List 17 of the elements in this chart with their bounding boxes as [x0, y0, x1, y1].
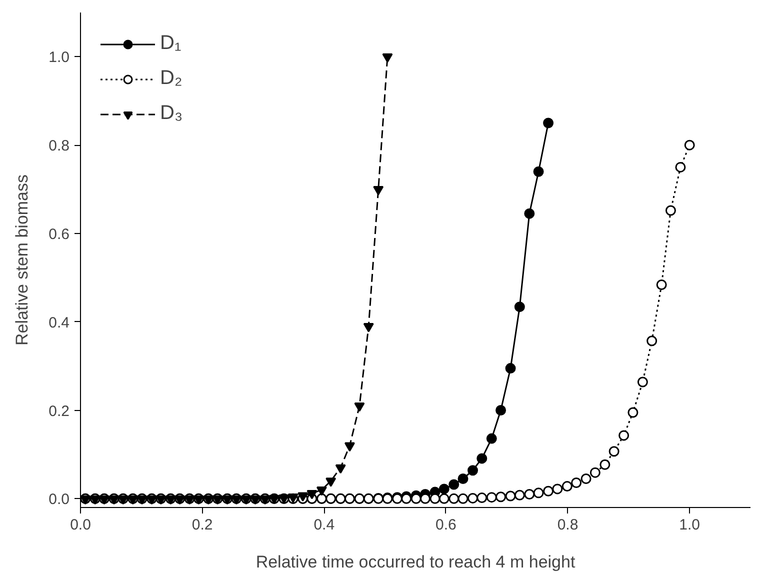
y-tick-label: 0.2: [48, 402, 70, 420]
legend-label: D₂: [160, 67, 182, 90]
legend-label: D₁: [160, 32, 182, 55]
y-tick-label: 1.0: [48, 49, 70, 66]
x-tick-label: 1.0: [679, 516, 700, 534]
y-tick-label: 0.0: [48, 491, 70, 508]
legend-label: D₃: [160, 102, 183, 125]
y-axis-title: Relative stem biomass: [12, 174, 32, 346]
x-tick-label: 0.6: [436, 516, 456, 534]
x-tick-label: 0.2: [192, 516, 213, 534]
y-tick-label: 0.6: [48, 226, 70, 243]
y-tick-label: 0.8: [48, 138, 70, 155]
x-tick-label: 0.8: [557, 516, 578, 534]
y-tick-label: 0.4: [48, 314, 70, 332]
x-tick-label: 0.0: [70, 516, 91, 534]
x-tick-label: 0.4: [314, 516, 335, 534]
x-axis-title: Relative time occurred to reach 4 m height: [256, 552, 576, 572]
